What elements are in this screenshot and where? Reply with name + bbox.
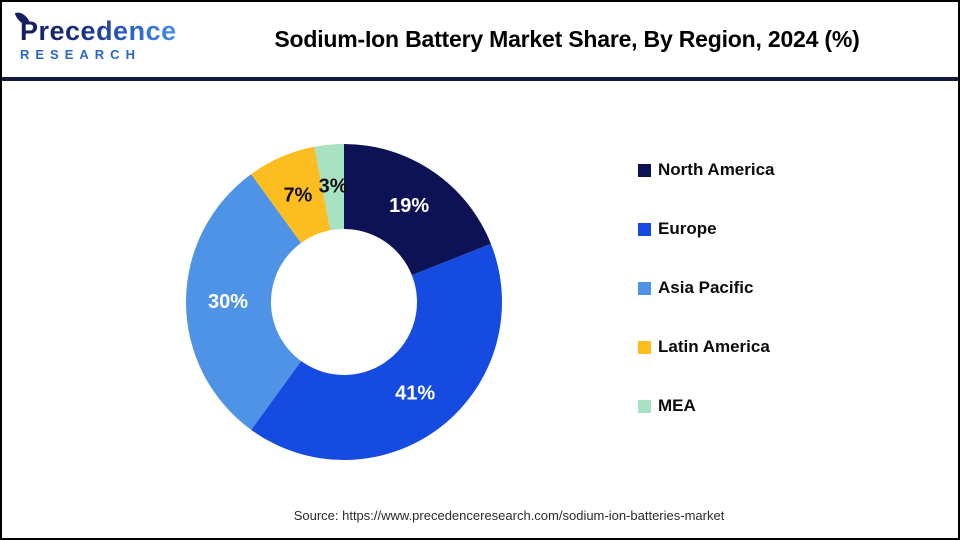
legend-label: Latin America [658, 337, 770, 356]
logo-subtitle: RESEARCH [20, 47, 141, 62]
legend-item-europe: Europe [638, 219, 775, 239]
precedence-logo: Precedence RESEARCH [14, 9, 190, 62]
slice-label: 7% [283, 185, 312, 207]
donut-slice-latin-america [251, 146, 331, 243]
donut-chart: 19% 41% 30% 7% 3% [179, 137, 509, 467]
donut-slice-asia-pacific [186, 174, 302, 430]
page-title: Sodium-Ion Battery Market Share, By Regi… [274, 26, 860, 52]
donut-slice-mea [314, 144, 344, 231]
legend-swatch [638, 281, 651, 295]
legend-item-mea: MEA [638, 396, 775, 416]
donut-slice-europe [251, 243, 502, 460]
slice-label: 3% [319, 176, 348, 198]
legend-label: Asia Pacific [658, 278, 754, 297]
slice-label: 41% [395, 383, 435, 405]
chart-area: 19% 41% 30% 7% 3% North America Europe Asia … [2, 81, 958, 534]
donut-slice-north-america [344, 144, 491, 276]
slice-label: 19% [389, 195, 429, 217]
logo-wordmark: Precedence [20, 16, 177, 46]
legend-label: North America [658, 160, 775, 179]
legend-label: Europe [658, 219, 717, 238]
donut-svg: 19% 41% 30% 7% 3% [186, 144, 502, 460]
legend-swatch [638, 340, 651, 354]
legend-swatch [638, 399, 651, 413]
source-note: Source: https://www.precedenceresearch.c… [293, 508, 725, 523]
legend: North America Europe Asia Pacific Latin … [638, 160, 775, 416]
legend-item-north-america: North America [638, 160, 775, 180]
legend-item-asia-pacific: Asia Pacific [638, 278, 775, 298]
header: Precedence RESEARCH Sodium-Ion Battery M… [2, 2, 958, 81]
legend-swatch [638, 222, 651, 236]
legend-item-latin-america: Latin America [638, 337, 775, 357]
legend-label: MEA [658, 396, 696, 415]
legend-swatch [638, 163, 651, 177]
slice-label: 30% [208, 291, 248, 313]
